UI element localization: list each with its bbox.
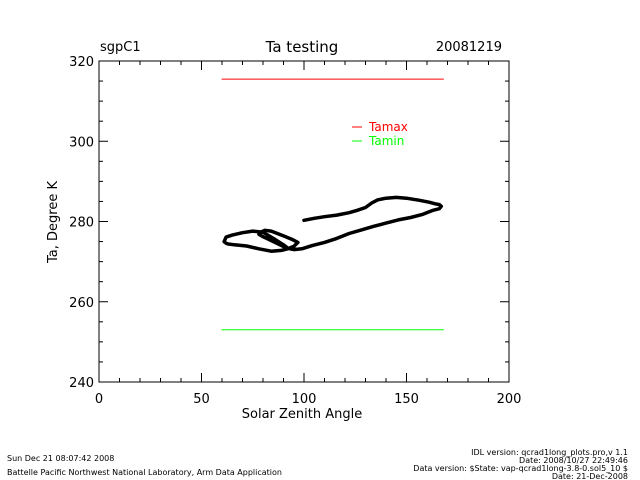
x-tick-label: 100 [292,392,317,407]
y-tick-label: 300 [69,135,94,150]
footer-left-line1: Sun Dec 21 08:07:42 2008 [7,454,114,463]
y-axis-label: Ta, Degree K [46,181,61,264]
footer-left-line2: Battelle Pacific Northwest National Labo… [7,468,282,477]
series-group [221,78,444,331]
x-tick-label: 200 [497,392,522,407]
x-tick-label: 50 [193,392,210,407]
x-tick-labels: 0 50 100 150 200 [95,392,522,407]
footer-right-line4: Date: 21-Dec-2008 [552,472,628,480]
axis-ticks [98,60,510,383]
x-axis-label: Solar Zenith Angle [242,407,362,422]
footer-right-line3: Data version: $State: vap-qcrad1long-3.8… [413,464,628,473]
y-tick-label: 280 [69,216,94,231]
y-tick-label: 260 [69,296,94,311]
legend: Tamax Tamin [352,120,408,148]
legend-label-tamin: Tamin [368,134,404,148]
y-tick-label: 240 [69,376,94,391]
y-tick-labels: 240 260 280 300 320 [69,55,94,391]
y-tick-label: 320 [69,55,94,70]
x-tick-label: 150 [394,392,419,407]
x-tick-label: 0 [95,392,103,407]
legend-label-tamax: Tamax [368,120,408,134]
chart-title: Ta testing [265,38,339,56]
ta-data-line [222,195,444,253]
footer-right-line1: IDL version: qcrad1long_plots.pro,v 1.1 [471,448,628,457]
site-label: sgpC1 [100,40,141,55]
date-label: 20081219 [436,40,502,55]
footer-right-line2: Date: 2008/10/27 22:49:46 [519,456,628,465]
